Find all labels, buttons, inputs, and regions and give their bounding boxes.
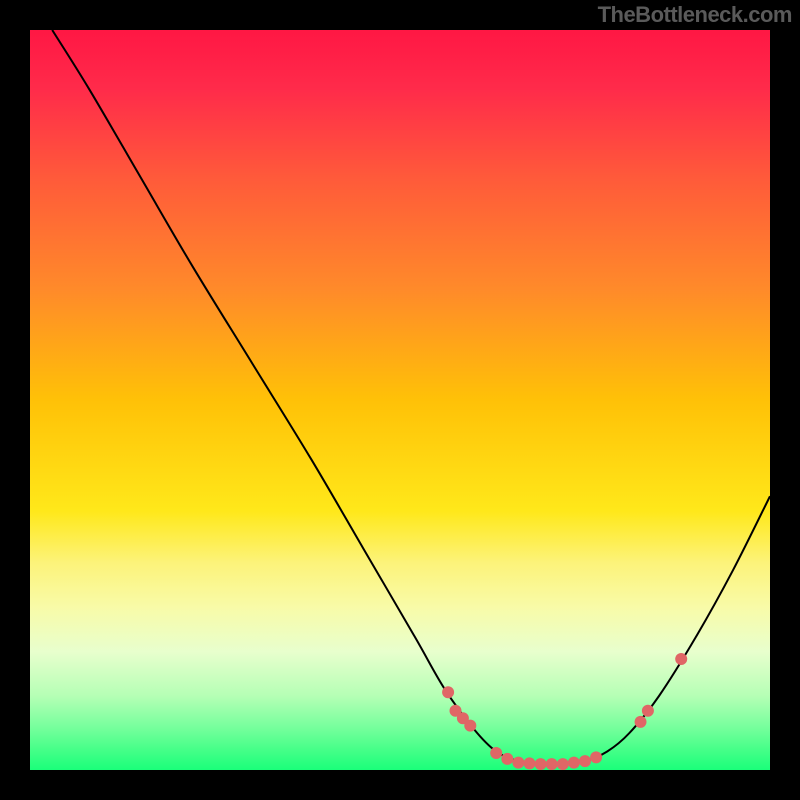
data-marker [568,757,580,769]
data-marker [501,753,513,765]
data-marker [546,758,558,770]
data-marker [464,720,476,732]
data-marker [524,757,536,769]
data-marker [635,716,647,728]
data-marker [557,758,569,770]
data-marker [535,758,547,770]
data-marker [675,653,687,665]
chart-background [30,30,770,770]
data-marker [590,751,602,763]
watermark-text: TheBottleneck.com [598,2,792,28]
data-marker [579,755,591,767]
data-marker [442,686,454,698]
bottleneck-chart [30,30,770,770]
data-marker [512,757,524,769]
data-marker [642,705,654,717]
data-marker [490,747,502,759]
